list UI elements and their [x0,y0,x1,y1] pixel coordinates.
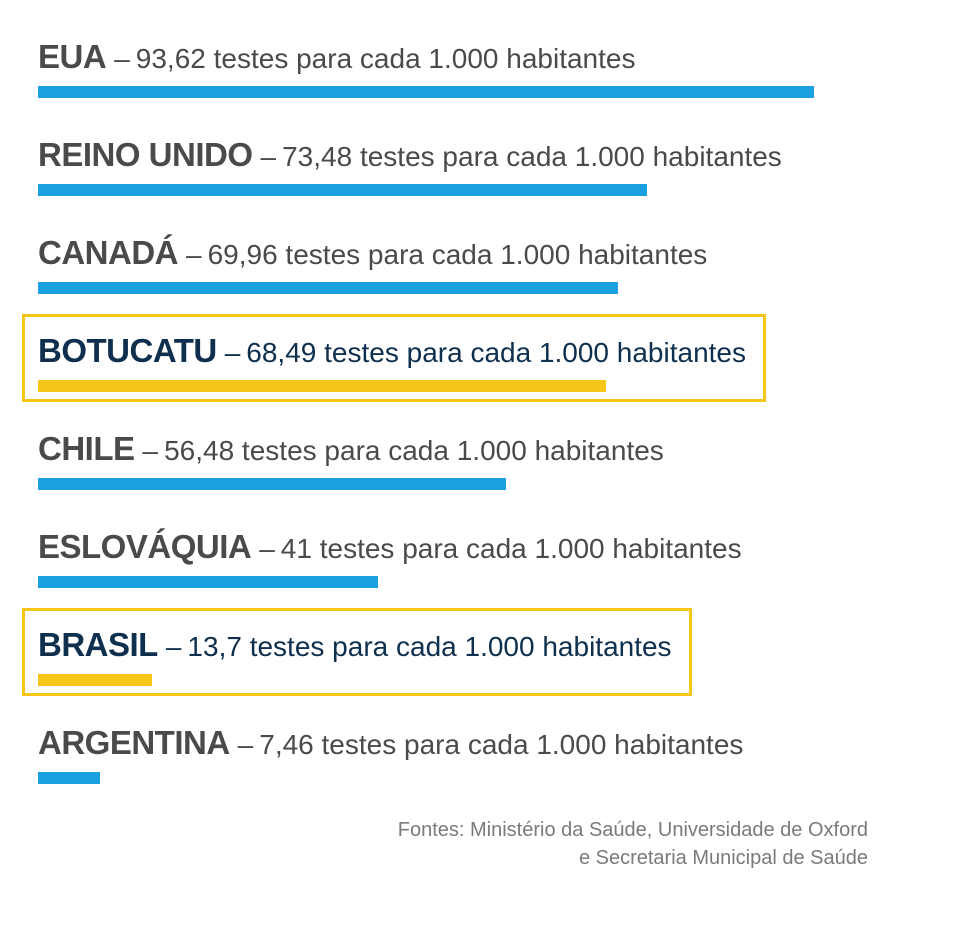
category-label: ESLOVÁQUIA [38,528,252,565]
bar-label: REINO UNIDO –73,48 testes para cada 1.000… [38,138,782,174]
category-label: BRASIL [38,626,158,663]
bar-label: EUA –93,62 testes para cada 1.000 habitan… [38,40,635,76]
separator: – [114,43,130,74]
bar-botucatu [38,380,606,392]
bar-label: BRASIL –13,7 testes para cada 1.000 habit… [38,628,672,664]
bar-brasil [38,674,152,686]
category-label: ARGENTINA [38,724,230,761]
value-label: 73,48 [282,141,353,172]
separator: – [237,729,254,760]
separator: – [224,337,241,368]
unit-label: testes para cada 1.000 habitantes [277,239,708,270]
category-label: BOTUCATU [38,332,217,369]
unit-label: testes para cada 1.000 habitantes [313,729,744,760]
unit-label: testes para cada 1.000 habitantes [316,337,746,368]
value-label: 69,96 [207,239,278,270]
highlight-box-botucatu [22,314,766,402]
unit-label: testes para cada 1.000 habitantes [234,435,664,466]
category-label: EUA [38,38,107,75]
bar-label: ARGENTINA –7,46 testes para cada 1.000 ha… [38,726,743,762]
bar-reino-unido [38,184,647,196]
sources-line-2: e Secretaria Municipal de Saúde [578,847,868,869]
separator: – [165,631,182,662]
bar-label: CHILE –56,48 testes para cada 1.000 habit… [38,432,664,468]
value-label: 56,48 [164,435,235,466]
value-label: 7,46 [259,729,314,760]
unit-label: testes para cada 1.000 habitantes [311,533,742,564]
bar-eua [38,86,814,98]
value-label: 41 [280,533,312,564]
separator: – [260,141,277,172]
bar-label: CANADÁ –69,96 testes para cada 1.000 habi… [38,236,707,272]
sources-line-1: Fontes: Ministério da Saúde, Universidad… [397,819,868,841]
category-label: CANADÁ [38,234,179,271]
value-label: 13,7 [187,631,242,662]
category-label: CHILE [38,430,135,467]
sources-note: Fontes: Ministério da Saúde, Universidad… [398,816,868,872]
unit-label: testes para cada 1.000 habitantes [352,141,782,172]
category-label: REINO UNIDO [38,136,253,173]
separator: – [142,435,159,466]
separator: – [259,533,275,564]
bar-eslovaquia [38,576,378,588]
value-label: 68,49 [246,337,317,368]
highlight-box-brasil [22,608,692,696]
bar-label: ESLOVÁQUIA –41 testes para cada 1.000 hab… [38,530,742,566]
bar-argentina [38,772,100,784]
bar-label: BOTUCATU –68,49 testes para cada 1.000 ha… [38,334,746,370]
bar-chile [38,478,506,490]
separator: – [186,239,202,270]
unit-label: testes para cada 1.000 habitantes [205,43,636,74]
unit-label: testes para cada 1.000 habitantes [241,631,672,662]
bar-canada [38,282,618,294]
value-label: 93,62 [135,43,206,74]
